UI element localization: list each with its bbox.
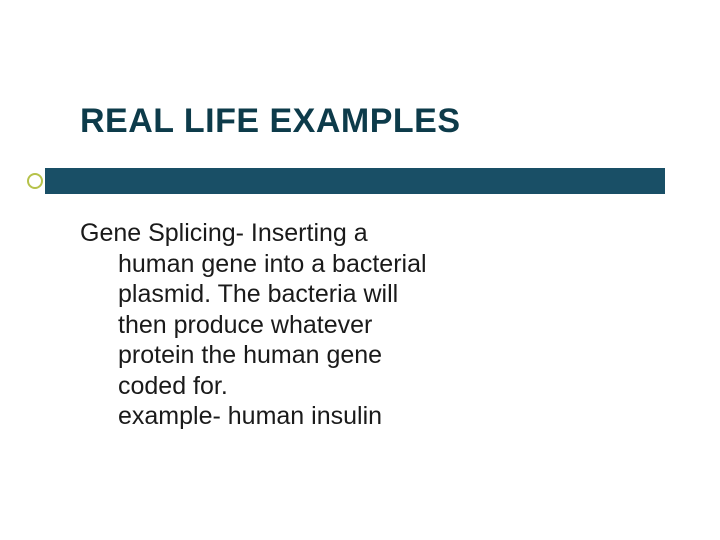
body-line-1: Gene Splicing- Inserting a xyxy=(80,218,560,249)
body-line-3: plasmid. The bacteria will xyxy=(80,279,560,310)
horizontal-rule xyxy=(45,168,665,194)
title-area: REAL LIFE EXAMPLES xyxy=(80,102,461,141)
body-line-4: then produce whatever xyxy=(80,310,560,341)
body-line-5: protein the human gene xyxy=(80,340,560,371)
body-line-2: human gene into a bacterial xyxy=(80,249,560,280)
bullet-icon xyxy=(27,173,43,189)
slide-title: REAL LIFE EXAMPLES xyxy=(80,102,461,141)
body-line-7: example- human insulin xyxy=(80,401,560,432)
body-area: Gene Splicing- Inserting a human gene in… xyxy=(80,218,560,432)
body-line-6: coded for. xyxy=(80,371,560,402)
